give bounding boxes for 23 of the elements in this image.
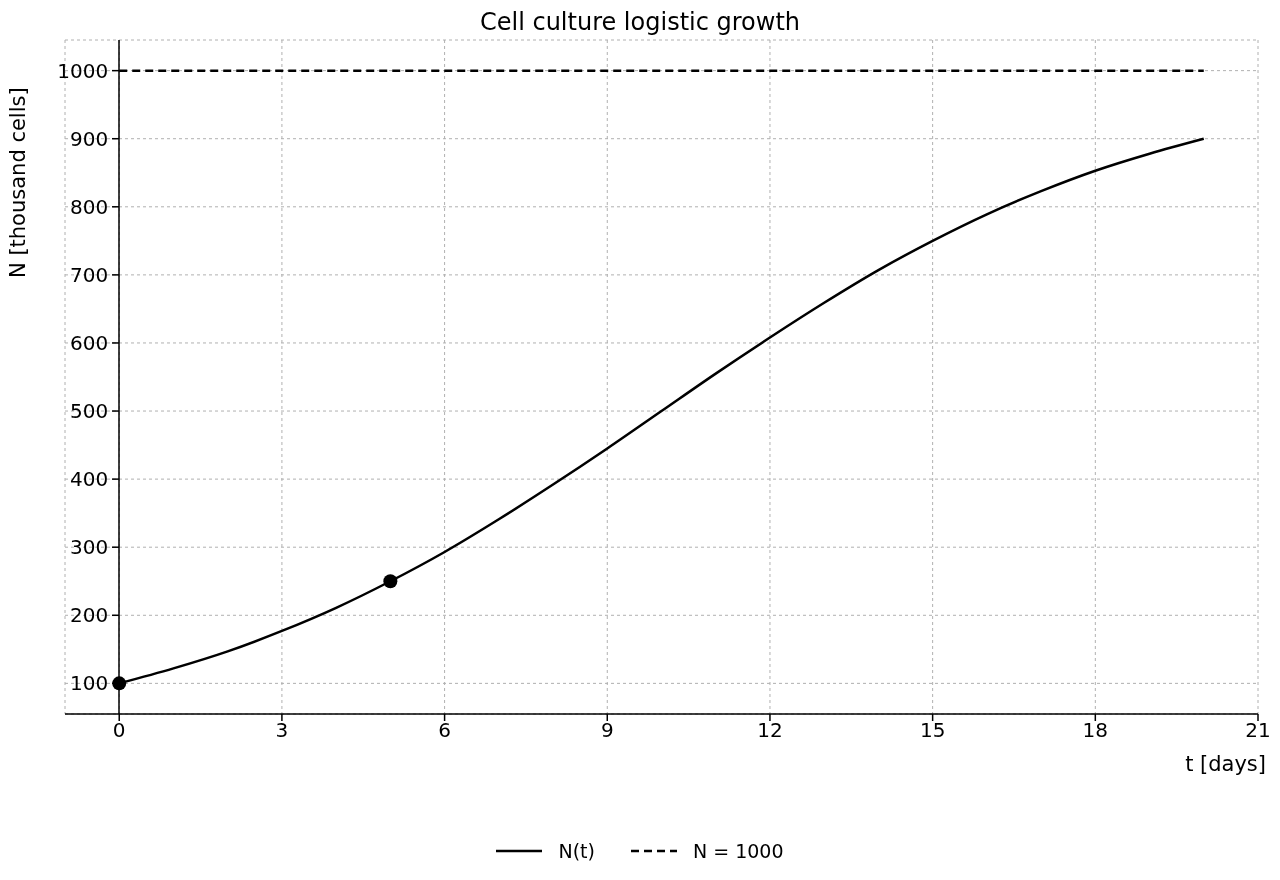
y-tick-label: 700 [70,262,109,287]
x-tick-label: 9 [600,718,614,743]
x-tick-label: 21 [1245,718,1271,743]
y-tick-label: 900 [70,126,109,151]
y-tick-label: 500 [70,399,109,424]
x-tick-label: 3 [275,718,289,743]
x-tick-label: 12 [757,718,783,743]
legend-label: N(t) [558,840,595,862]
y-tick-label: 100 [70,671,109,696]
x-tick-label: 15 [919,718,946,743]
x-tick-label: 0 [112,718,126,743]
y-tick-label: 800 [70,194,109,219]
x-tick-label: 18 [1082,718,1109,743]
y-tick-label: 600 [70,330,109,355]
y-tick-label: 300 [70,535,109,560]
y-axis-title: N [thousand cells] [6,87,30,278]
x-tick-label: 6 [438,718,451,743]
legend-label: N = 1000 [692,840,784,862]
chart-title: Cell culture logistic growth [478,8,802,36]
y-tick-label: 1000 [57,58,109,83]
x-axis-title: t [days] [1185,752,1266,776]
y-tick-label: 200 [70,603,109,628]
y-tick-label: 400 [70,467,109,492]
